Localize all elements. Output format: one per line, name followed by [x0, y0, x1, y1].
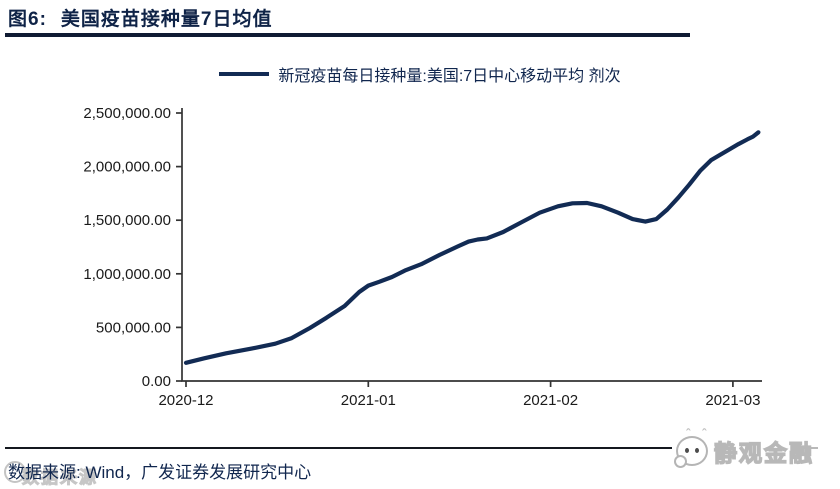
x-tick-label: 2021-01: [341, 392, 396, 409]
x-tick-label: 2021-03: [705, 392, 760, 409]
legend-line-swatch: [219, 72, 270, 76]
chart-canvas: 0.00 500,000.00 1,000,000.00 1,500,000.00 2,…: [83, 105, 762, 409]
figure-number-label: 图6:: [8, 9, 47, 30]
y-tick-label: 0.00: [142, 373, 171, 390]
watermark-stamp-icon: [4, 461, 26, 483]
x-tick-label: 2020-12: [158, 392, 213, 409]
watermark-ghost-text: 数据来源: [22, 468, 98, 488]
legend-label: 新冠疫苗每日接种量:美国:7日中心移动平均 剂次: [278, 68, 621, 85]
axis-lines: [181, 108, 762, 382]
chart-legend: 新冠疫苗每日接种量:美国:7日中心移动平均 剂次: [0, 62, 840, 86]
chat-face-icon: [674, 436, 708, 468]
figure-title-text: 美国疫苗接种量7日均值: [60, 9, 273, 30]
y-tick-label: 1,500,000.00: [83, 212, 171, 229]
footer-divider-right: [797, 447, 818, 449]
y-tick-label: 2,500,000.00: [83, 105, 171, 122]
y-tick-label: 2,000,000.00: [83, 159, 171, 176]
speech-tail-icon: [674, 455, 687, 468]
title-underline: [5, 33, 690, 37]
footer-divider: [5, 447, 672, 449]
data-source-text: 数据来源: Wind，广发证券发展研究中心: [8, 463, 312, 482]
series-line: [183, 130, 761, 365]
x-tick-label: 2021-02: [523, 392, 578, 409]
figure-title: 图6: 美国疫苗接种量7日均值: [8, 4, 272, 31]
brand-logo: ˆ ˆ 静观金融: [664, 426, 830, 474]
logo-text: 静观金融: [713, 439, 814, 466]
y-tick-label: 500,000.00: [96, 319, 171, 336]
y-tick-label: 1,000,000.00: [83, 266, 171, 283]
face-eye-icon: [685, 448, 689, 453]
face-eye-icon: [695, 448, 699, 453]
source-row: 数据来源 数据来源: Wind，广发证券发展研究中心: [4, 458, 312, 488]
